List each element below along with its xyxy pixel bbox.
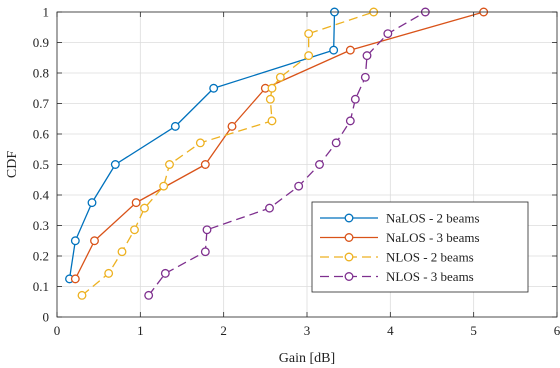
data-point (315, 160, 324, 169)
series-line (74, 11, 484, 280)
y-tick-label: 0.5 (33, 157, 49, 172)
legend-item: NaLOS - 2 beams (320, 211, 480, 226)
data-point (159, 181, 169, 191)
x-tick-label: 2 (220, 323, 227, 338)
data-point (345, 116, 355, 126)
y-axis-label: CDF (5, 151, 20, 178)
data-point (360, 72, 370, 82)
data-point (144, 290, 154, 300)
x-tick-label: 3 (304, 323, 311, 338)
y-tick-label: 0.8 (33, 66, 49, 81)
data-point (131, 198, 141, 208)
data-point (209, 83, 219, 93)
legend-label: NaLOS - 2 beams (386, 211, 480, 226)
y-tick-label: 0 (43, 310, 50, 325)
y-tick-label: 0.1 (33, 279, 49, 294)
x-tick-label: 1 (137, 323, 144, 338)
data-point (202, 225, 212, 235)
data-point (383, 29, 393, 39)
y-tick-label: 1 (43, 5, 50, 20)
legend-item: NLOS - 3 beams (320, 269, 474, 284)
data-point (200, 247, 210, 257)
data-point (200, 160, 210, 169)
data-point (304, 29, 314, 39)
series-line (68, 11, 336, 279)
data-point (104, 268, 114, 278)
data-point (294, 181, 304, 191)
legend-item: NLOS - 2 beams (320, 250, 474, 265)
data-point (331, 138, 341, 148)
x-axis-label: Gain [dB] (279, 351, 335, 366)
series-1 (65, 7, 339, 284)
legend: NaLOS - 2 beams NaLOS - 3 beams NLOS - 2 b… (311, 201, 529, 293)
data-point (140, 203, 149, 213)
data-point (170, 121, 180, 131)
data-point (362, 51, 372, 61)
y-tick-label: 0.6 (33, 127, 50, 142)
data-point (117, 247, 127, 257)
x-tick-label: 6 (554, 323, 560, 338)
data-point (275, 72, 285, 82)
legend-label: NaLOS - 3 beams (386, 230, 480, 245)
data-point (160, 268, 170, 278)
data-point (165, 160, 174, 169)
legend-item: NaLOS - 3 beams (320, 230, 480, 245)
data-point (265, 203, 274, 213)
tick-layer: 0 1 2 3 4 5 6 0 0.1 0.2 0.3 0.4 0.5 0.6 0.7 0.8 0.9 1 (33, 5, 560, 339)
data-point (70, 236, 80, 246)
data-point (70, 274, 80, 284)
data-point (304, 51, 314, 61)
legend-marker (344, 233, 354, 242)
legend-label: NLOS - 3 beams (386, 269, 474, 284)
y-tick-label: 0.9 (33, 35, 49, 50)
data-point (87, 198, 97, 208)
y-tick-label: 0.2 (33, 249, 49, 264)
y-tick-label: 0.3 (33, 218, 49, 233)
data-point (227, 121, 237, 131)
y-tick-label: 0.7 (33, 96, 50, 111)
x-tick-label: 0 (54, 323, 61, 338)
y-tick-label: 0.4 (33, 188, 50, 203)
data-point (77, 290, 87, 300)
legend-marker (344, 272, 354, 281)
legend-label: NLOS - 2 beams (386, 250, 474, 265)
x-tick-label: 5 (470, 323, 477, 338)
data-point (130, 225, 139, 235)
series-2 (70, 7, 489, 284)
data-point (350, 94, 360, 104)
data-point (345, 45, 355, 55)
x-tick-label: 4 (387, 323, 394, 338)
data-point (329, 45, 339, 55)
legend-marker (344, 213, 354, 223)
data-point (90, 236, 99, 246)
data-point (110, 160, 120, 169)
legend-marker (344, 252, 354, 262)
data-point (195, 138, 205, 148)
series-3 (77, 7, 379, 300)
data-point (265, 94, 275, 104)
series-4 (144, 7, 430, 300)
series-layer (65, 7, 489, 300)
data-point (267, 83, 277, 93)
data-point (267, 116, 277, 126)
